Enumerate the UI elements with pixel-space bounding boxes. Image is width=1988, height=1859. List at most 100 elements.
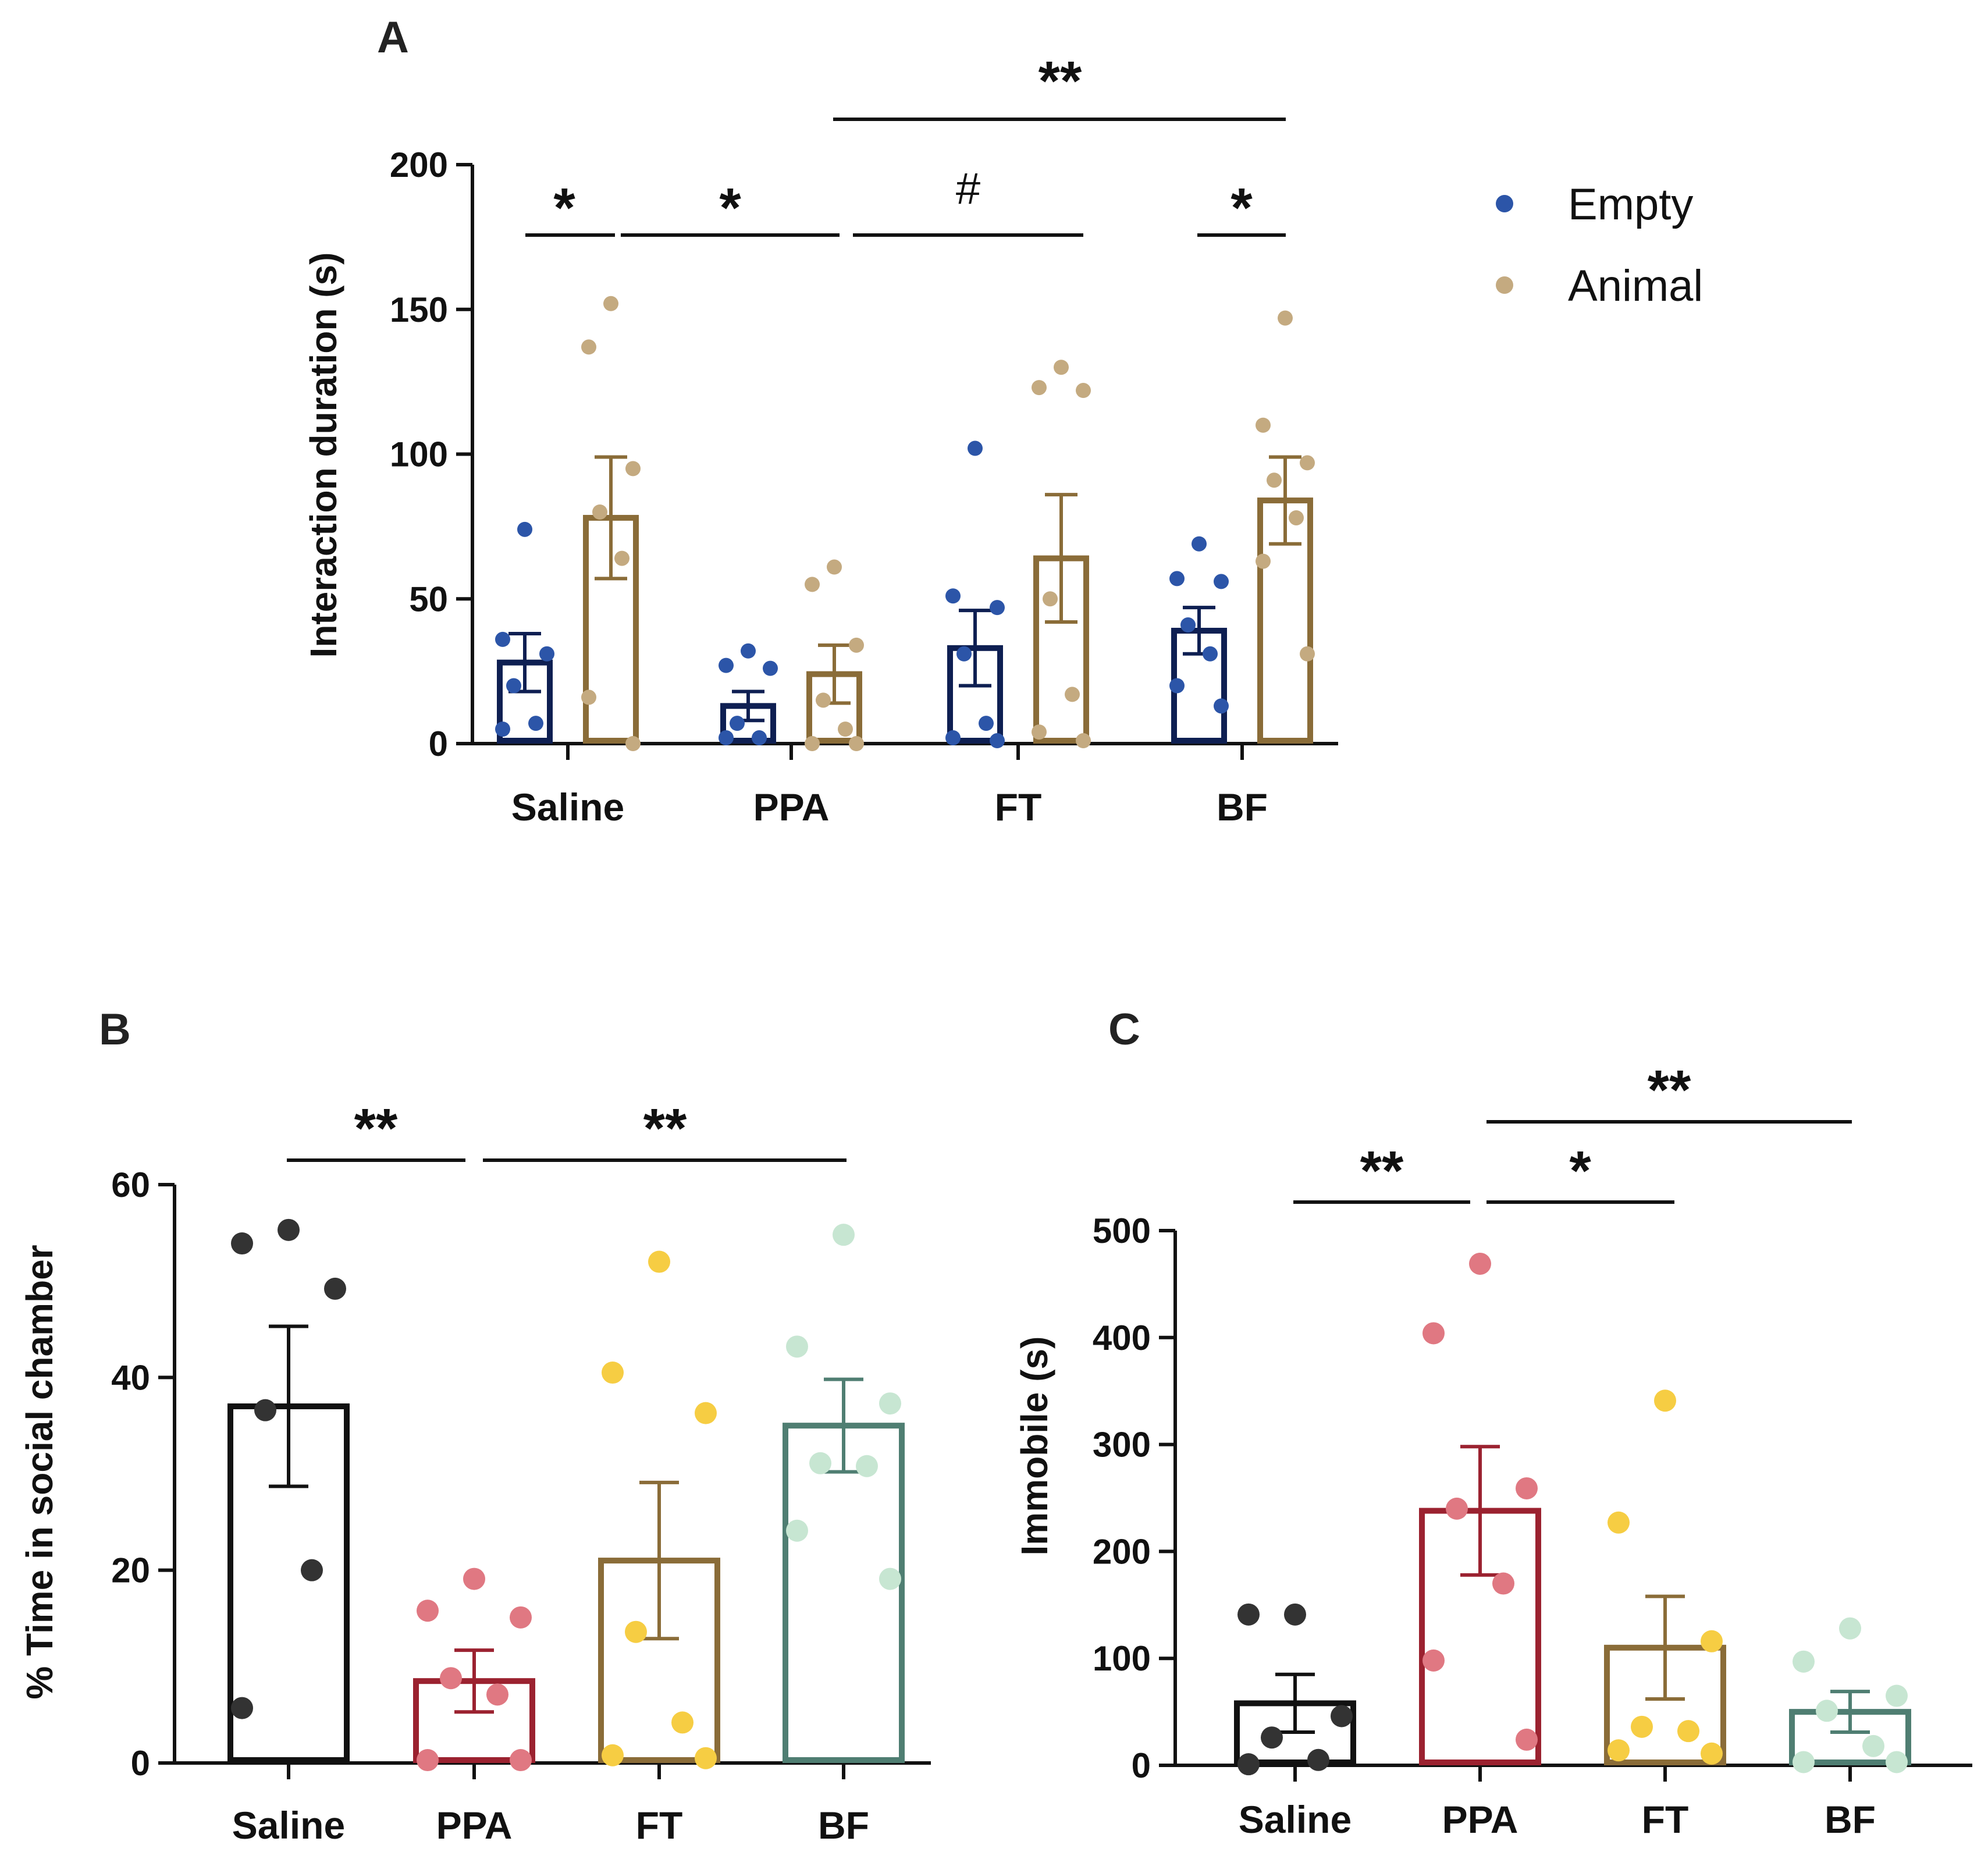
panel-b-y-label: % Time in social chamber: [19, 1245, 61, 1699]
point-animal-ppa: [805, 736, 820, 751]
point-ft: [602, 1362, 624, 1384]
point-saline: [278, 1218, 300, 1241]
y-tick-label: 400: [1093, 1318, 1151, 1357]
point-bf: [809, 1452, 831, 1474]
point-animal-ft: [1076, 383, 1091, 399]
point-animal-bf: [1300, 646, 1315, 662]
point-empty-ft: [956, 646, 972, 662]
panel-c: C 0 100 200 300 400 500 Saline PPA FT BF Immobil…: [1013, 1005, 1972, 1841]
panel-c-points: [1237, 1252, 1908, 1776]
point-bf: [1862, 1734, 1884, 1757]
point-animal-saline: [614, 550, 630, 566]
point-animal-saline: [581, 339, 596, 355]
x-tick-label-ft: FT: [995, 785, 1042, 829]
point-ppa: [1516, 1477, 1538, 1499]
point-animal-ppa: [816, 692, 831, 708]
panel-b-sig-label-2: **: [643, 1097, 687, 1160]
point-bf: [1793, 1650, 1815, 1673]
point-animal-bf: [1289, 510, 1304, 525]
point-animal-saline: [592, 504, 607, 520]
point-empty-saline: [528, 716, 543, 731]
point-empty-saline: [506, 678, 521, 694]
x-tick-label-saline: Saline: [511, 785, 624, 829]
y-tick-label: 300: [1093, 1426, 1151, 1465]
point-empty-ppa: [730, 716, 745, 731]
point-empty-ft: [945, 588, 961, 604]
point-saline: [1237, 1753, 1260, 1776]
point-saline: [254, 1399, 276, 1421]
x-tick-label-bf: BF: [818, 1804, 869, 1847]
point-animal-ppa: [805, 577, 820, 592]
y-tick-label: 50: [409, 580, 448, 619]
point-ppa: [463, 1567, 485, 1590]
point-bf: [1886, 1684, 1908, 1707]
panel-c-sig-label-3: **: [1648, 1059, 1691, 1121]
legend-empty-marker: [1496, 195, 1513, 212]
panel-b-points: [231, 1218, 901, 1772]
panel-b-sig-label-1: **: [354, 1097, 398, 1160]
point-empty-ppa: [752, 730, 767, 746]
x-tick-label-bf: BF: [1217, 785, 1268, 829]
point-saline: [1261, 1726, 1283, 1749]
panel-a-y-ticks: 0 50 100 150 200: [390, 145, 472, 763]
point-bf: [1839, 1617, 1861, 1640]
x-tick-label-ppa: PPA: [436, 1804, 513, 1847]
point-saline: [301, 1559, 323, 1581]
point-empty-bf: [1169, 678, 1185, 694]
y-tick-label: 0: [131, 1744, 150, 1783]
point-ft: [671, 1711, 694, 1734]
point-animal-ft: [1054, 360, 1069, 375]
y-tick-label: 60: [111, 1165, 150, 1204]
point-animal-saline: [625, 736, 641, 751]
point-bf: [786, 1335, 808, 1358]
panel-b: B 0 20 40 60 Saline PPA FT BF % Time in social…: [19, 1005, 931, 1847]
point-ft: [625, 1620, 647, 1643]
legend-animal-label: Animal: [1568, 261, 1703, 311]
point-ft: [1654, 1389, 1676, 1412]
point-saline: [324, 1277, 346, 1300]
point-ppa: [486, 1683, 508, 1706]
point-ppa: [1422, 1322, 1445, 1345]
point-empty-ft: [990, 600, 1005, 616]
panel-a-bars: [497, 455, 1313, 744]
point-empty-bf: [1192, 536, 1207, 552]
panel-a-sig-label-1: *: [553, 177, 575, 239]
point-ppa: [1446, 1497, 1468, 1520]
point-bf: [1886, 1751, 1908, 1773]
point-animal-ft: [1043, 591, 1058, 607]
y-tick-label: 0: [429, 724, 448, 763]
panel-a-letter: A: [377, 13, 409, 62]
point-ppa: [1469, 1252, 1491, 1275]
legend-empty-label: Empty: [1568, 180, 1693, 229]
panel-c-sig-label-1: **: [1360, 1140, 1404, 1202]
panel-b-y-ticks: 0 20 40 60: [111, 1165, 175, 1783]
point-ft: [695, 1747, 717, 1769]
panel-a-sig-label-4: *: [1231, 177, 1253, 239]
y-tick-label: 500: [1093, 1211, 1151, 1250]
panel-a-x-ticks: Saline PPA FT BF: [511, 744, 1268, 829]
bar-bf: [783, 1423, 905, 1764]
panel-c-x-ticks: Saline PPA FT BF: [1239, 1765, 1876, 1841]
point-animal-ppa: [827, 559, 842, 575]
point-ppa: [1516, 1728, 1538, 1751]
point-ft: [602, 1744, 624, 1766]
panel-c-letter: C: [1108, 1005, 1140, 1054]
point-saline: [1307, 1748, 1329, 1771]
panel-a-y-label: Interaction duration (s): [303, 253, 344, 658]
x-tick-label-ppa: PPA: [753, 785, 830, 829]
point-bf: [833, 1224, 855, 1246]
panel-a-points: [495, 296, 1315, 751]
point-empty-ft: [968, 440, 983, 456]
y-tick-label: 100: [1093, 1639, 1151, 1678]
point-bf: [1793, 1751, 1815, 1773]
panel-b-x-ticks: Saline PPA FT BF: [232, 1763, 869, 1847]
y-tick-label: 40: [111, 1358, 150, 1397]
point-animal-bf: [1256, 553, 1271, 569]
panel-a-sig-label-2: *: [719, 177, 741, 239]
point-animal-saline: [581, 689, 596, 705]
x-tick-label-ft: FT: [636, 1804, 683, 1847]
point-animal-ppa: [849, 736, 864, 751]
point-empty-ft: [945, 730, 961, 746]
point-ppa: [1492, 1572, 1514, 1595]
point-empty-bf: [1169, 571, 1185, 587]
